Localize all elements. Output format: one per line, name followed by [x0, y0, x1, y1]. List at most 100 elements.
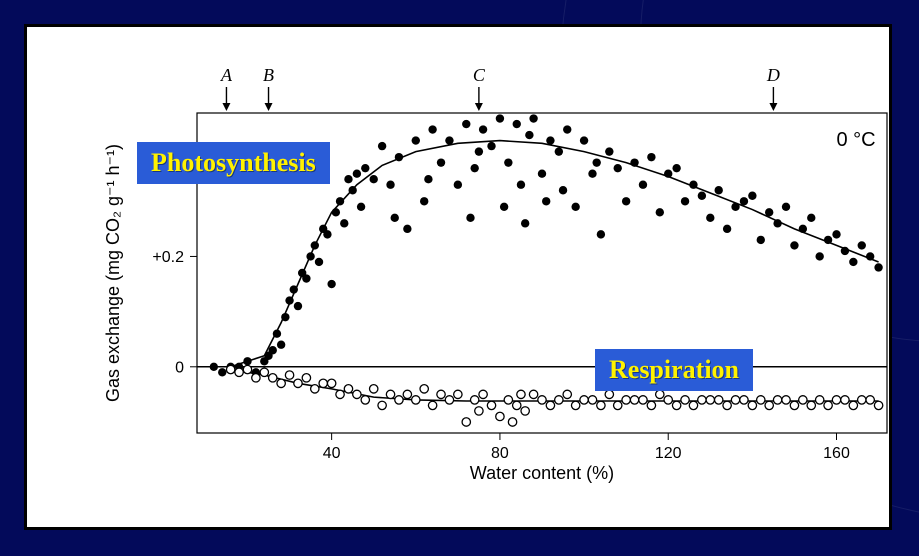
respiration-point: [773, 396, 781, 404]
respiration-point: [344, 385, 352, 393]
respiration-point: [311, 385, 319, 393]
photosynthesis-point: [504, 158, 512, 166]
chart: 40801201600+0.2ABCD0 °CWater content (%)…: [27, 27, 889, 527]
photosynthesis-point: [571, 203, 579, 211]
x-tick-label: 120: [655, 445, 682, 462]
photosynthesis-point: [525, 131, 533, 139]
photosynthesis-point: [454, 181, 462, 189]
respiration-point: [475, 407, 483, 415]
respiration-point: [412, 396, 420, 404]
respiration-point: [639, 396, 647, 404]
photosynthesis-point: [559, 186, 567, 194]
respiration-point: [815, 396, 823, 404]
photosynthesis-point: [290, 285, 298, 293]
respiration-point: [353, 390, 361, 398]
respiration-point: [517, 390, 525, 398]
photosynthesis-point: [395, 153, 403, 161]
respiration-point: [858, 396, 866, 404]
photosynthesis-label: Photosynthesis: [137, 142, 330, 184]
photosynthesis-point: [849, 258, 857, 266]
respiration-point: [420, 385, 428, 393]
temperature-label: 0 °C: [837, 129, 876, 151]
respiration-point: [454, 390, 462, 398]
respiration-point: [479, 390, 487, 398]
top-marker-arrowhead: [222, 103, 230, 111]
respiration-point: [866, 396, 874, 404]
photosynthesis-point: [807, 214, 815, 222]
respiration-point: [757, 396, 765, 404]
y-tick-label: +0.2: [152, 249, 184, 266]
photosynthesis-point: [273, 329, 281, 337]
top-marker-label: C: [473, 65, 486, 85]
respiration-point: [874, 401, 882, 409]
slide: 40801201600+0.2ABCD0 °CWater content (%)…: [0, 0, 919, 556]
respiration-point: [647, 401, 655, 409]
photosynthesis-point: [500, 203, 508, 211]
photosynthesis-point: [799, 225, 807, 233]
x-tick-label: 80: [491, 445, 509, 462]
respiration-point: [588, 396, 596, 404]
photosynthesis-point: [698, 192, 706, 200]
respiration-point: [799, 396, 807, 404]
respiration-point: [664, 396, 672, 404]
photosynthesis-point: [269, 346, 277, 354]
photosynthesis-point: [656, 208, 664, 216]
x-tick-label: 160: [823, 445, 850, 462]
photosynthesis-point: [555, 147, 563, 155]
photosynthesis-point: [521, 219, 529, 227]
photosynthesis-point: [841, 247, 849, 255]
respiration-point: [605, 390, 613, 398]
respiration-point: [378, 401, 386, 409]
respiration-point: [327, 379, 335, 387]
respiration-point: [302, 374, 310, 382]
photosynthesis-point: [773, 219, 781, 227]
photosynthesis-point: [437, 158, 445, 166]
top-marker-label: B: [263, 65, 274, 85]
photosynthesis-point: [748, 192, 756, 200]
respiration-point: [508, 418, 516, 426]
photosynthesis-point: [470, 164, 478, 172]
photosynthesis-point: [496, 114, 504, 122]
photosynthesis-point: [723, 225, 731, 233]
photosynthesis-point: [243, 357, 251, 365]
photosynthesis-point: [327, 280, 335, 288]
photosynthesis-point: [672, 164, 680, 172]
photosynthesis-point: [348, 186, 356, 194]
photosynthesis-point: [630, 158, 638, 166]
top-marker-label: A: [220, 65, 233, 85]
photosynthesis-point: [546, 136, 554, 144]
respiration-point: [470, 396, 478, 404]
photosynthesis-point: [689, 181, 697, 189]
photosynthesis-point: [681, 197, 689, 205]
photosynthesis-point: [306, 252, 314, 260]
photosynthesis-point: [622, 197, 630, 205]
respiration-point: [437, 390, 445, 398]
photosynthesis-point: [782, 203, 790, 211]
photosynthesis-point: [580, 136, 588, 144]
photosynthesis-point: [302, 274, 310, 282]
photosynthesis-point: [513, 120, 521, 128]
photosynthesis-point: [647, 153, 655, 161]
photosynthesis-point: [332, 208, 340, 216]
respiration-point: [723, 401, 731, 409]
x-tick-label: 40: [323, 445, 341, 462]
respiration-point: [807, 401, 815, 409]
respiration-point: [748, 401, 756, 409]
photosynthesis-point: [765, 208, 773, 216]
respiration-point: [252, 374, 260, 382]
photosynthesis-point: [445, 136, 453, 144]
photosynthesis-point: [517, 181, 525, 189]
photosynthesis-point: [542, 197, 550, 205]
photosynthesis-point: [361, 164, 369, 172]
photosynthesis-point: [715, 186, 723, 194]
respiration-point: [538, 396, 546, 404]
respiration-point: [336, 390, 344, 398]
photosynthesis-point: [597, 230, 605, 238]
respiration-point: [765, 401, 773, 409]
photosynthesis-point: [462, 120, 470, 128]
photosynthesis-point: [311, 241, 319, 249]
respiration-point: [580, 396, 588, 404]
photosynthesis-point: [740, 197, 748, 205]
photosynthesis-point: [866, 252, 874, 260]
photosynthesis-point: [588, 169, 596, 177]
